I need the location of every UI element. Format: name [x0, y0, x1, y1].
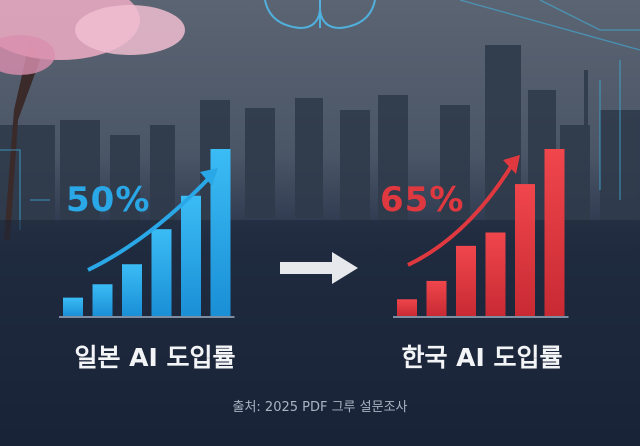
bar — [456, 245, 476, 316]
source-caption: 출처: 2025 PDF 그루 설문조사 — [232, 400, 408, 415]
bar — [151, 229, 172, 316]
bar — [181, 195, 201, 316]
bar — [485, 232, 506, 316]
japan-category-label: 일본 AI 도입률 — [74, 343, 236, 372]
bar — [63, 297, 83, 316]
circuit-lines — [0, 0, 640, 230]
japan-percent-label: 50% — [66, 180, 151, 220]
right-arrow-icon — [280, 252, 358, 284]
japan-bar-chart — [59, 149, 235, 318]
bar — [544, 149, 565, 316]
korea-category-label: 한국 AI 도입률 — [401, 343, 563, 372]
brain-circuit-icon — [264, 0, 376, 30]
bar — [426, 280, 447, 316]
bar — [210, 149, 231, 316]
trend-arrow-icon — [407, 155, 520, 267]
bar — [122, 264, 142, 316]
bar — [92, 284, 113, 316]
korea-bar-chart — [393, 149, 569, 318]
cherry-blossom-tree — [0, 0, 185, 240]
bar — [397, 299, 417, 316]
korea-percent-label: 65% — [380, 180, 465, 220]
bar — [515, 184, 535, 316]
trend-arrow-icon — [87, 168, 218, 272]
